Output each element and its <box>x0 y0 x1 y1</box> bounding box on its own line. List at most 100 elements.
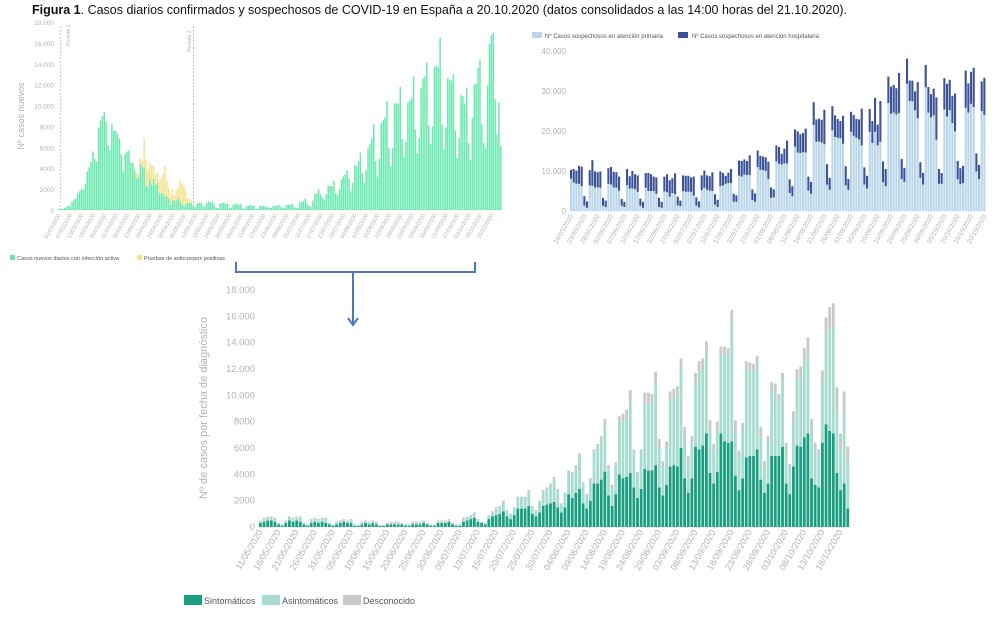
bar-asintomaticos <box>266 517 270 521</box>
bar-asintomaticos <box>458 524 462 526</box>
bar-asintomaticos <box>683 436 687 479</box>
bar-casos-activos <box>422 78 424 211</box>
bar-desconocido <box>607 465 610 470</box>
bar-primaria <box>834 137 837 211</box>
bar-hospitalaria <box>596 172 599 188</box>
bar-casos-activos <box>498 102 500 210</box>
bar-hospitalaria <box>876 124 879 146</box>
bar-asintomaticos <box>277 523 280 525</box>
bar-sintomaticos <box>331 525 335 527</box>
bar-primaria <box>866 188 869 211</box>
bar-hospitalaria <box>722 173 725 186</box>
bar-primaria <box>735 201 738 211</box>
bar-asintomaticos <box>744 369 748 458</box>
bar-casos-activos <box>297 207 299 210</box>
bar-primaria <box>983 115 986 211</box>
bar-sintomaticos <box>335 524 338 527</box>
bar-casos-activos <box>293 206 295 210</box>
bar-sintomaticos <box>534 516 538 527</box>
bar-sintomaticos <box>759 479 763 527</box>
bar-primaria <box>911 101 914 211</box>
bar-hospitalaria <box>644 173 647 188</box>
bar-casos-activos <box>224 203 227 210</box>
bar-hospitalaria <box>842 115 845 144</box>
bar-casos-activos <box>325 194 328 210</box>
bar-casos-activos <box>105 122 107 210</box>
bar-sintomaticos <box>414 524 418 527</box>
bar-primaria <box>610 184 613 211</box>
bar-desconocido <box>592 449 596 452</box>
bar-casos-activos <box>414 129 417 210</box>
bar-casos-activos <box>448 79 451 210</box>
bar-desconocido <box>487 515 491 517</box>
bar-sintomaticos <box>672 465 676 527</box>
bar-asintomaticos <box>574 467 578 493</box>
bar-hospitalaria <box>604 200 607 207</box>
bar-anticuerpos <box>177 188 180 199</box>
bar-desconocido <box>614 462 618 466</box>
bar-asintomaticos <box>338 521 342 524</box>
bar-primaria <box>903 181 906 211</box>
bar-casos-activos <box>283 207 286 210</box>
bar-sintomaticos <box>505 516 509 527</box>
bar-desconocido <box>469 515 473 517</box>
bar-casos-activos <box>443 149 445 210</box>
bar-hospitalaria <box>610 167 613 185</box>
bar-casos-activos <box>196 203 198 210</box>
bar-casos-activos <box>177 198 180 210</box>
bar-hospitalaria <box>804 128 807 153</box>
bar-desconocido <box>596 444 600 447</box>
bar-primaria <box>706 189 709 211</box>
bar-asintomaticos <box>625 419 629 477</box>
bar-primaria <box>772 197 775 211</box>
bar-sintomaticos <box>302 524 306 527</box>
bar-sintomaticos <box>762 492 766 527</box>
bar-sintomaticos <box>353 525 357 527</box>
bar-casos-activos <box>439 37 441 210</box>
bar-asintomaticos <box>472 513 476 518</box>
bar-casos-activos <box>107 145 109 210</box>
bar-primaria <box>703 187 706 211</box>
bar-asintomaticos <box>327 523 331 525</box>
bar-casos-activos <box>327 185 329 210</box>
bar-hospitalaria <box>695 197 698 206</box>
bar-casos-activos <box>230 207 233 210</box>
bar-asintomaticos <box>273 519 277 522</box>
bar-desconocido <box>556 488 560 492</box>
bar-sintomaticos <box>494 515 498 527</box>
bar-hospitalaria <box>786 140 789 164</box>
bar-desconocido <box>773 383 777 392</box>
bar-asintomaticos <box>523 498 527 509</box>
bar-desconocido <box>719 346 723 355</box>
bar-sintomaticos <box>621 478 625 527</box>
bar-casos-activos <box>336 195 339 210</box>
bar-anticuerpos <box>190 200 193 203</box>
bar-asintomaticos <box>364 521 367 524</box>
bar-hospitalaria <box>775 145 778 162</box>
bar-hospitalaria <box>855 119 858 138</box>
bar-casos-activos <box>393 103 396 210</box>
bar-casos-activos <box>291 203 293 210</box>
bar-sintomaticos <box>472 517 476 527</box>
bar-casos-activos <box>207 201 210 210</box>
bar-primaria <box>591 185 594 211</box>
bar-casos-activos <box>289 204 291 210</box>
bar-casos-activos <box>405 142 407 210</box>
bar-sintomaticos <box>425 524 429 527</box>
bar-anticuerpos <box>171 189 174 201</box>
bar-hospitalaria <box>850 111 853 132</box>
bar-primaria <box>802 152 805 211</box>
bar-asintomaticos <box>795 378 799 446</box>
bar-anticuerpos <box>133 167 136 171</box>
bar-primaria <box>914 110 917 211</box>
bar-asintomaticos <box>530 507 534 514</box>
bar-primaria <box>839 138 842 211</box>
bar-sintomaticos <box>788 494 792 527</box>
bar-casos-activos <box>433 66 436 210</box>
bar-hospitalaria <box>871 121 874 143</box>
bar-casos-activos <box>483 143 485 210</box>
bar-sintomaticos <box>407 525 411 527</box>
bar-desconocido <box>759 426 763 437</box>
bar-sintomaticos <box>715 471 719 527</box>
bar-sintomaticos <box>766 483 770 527</box>
